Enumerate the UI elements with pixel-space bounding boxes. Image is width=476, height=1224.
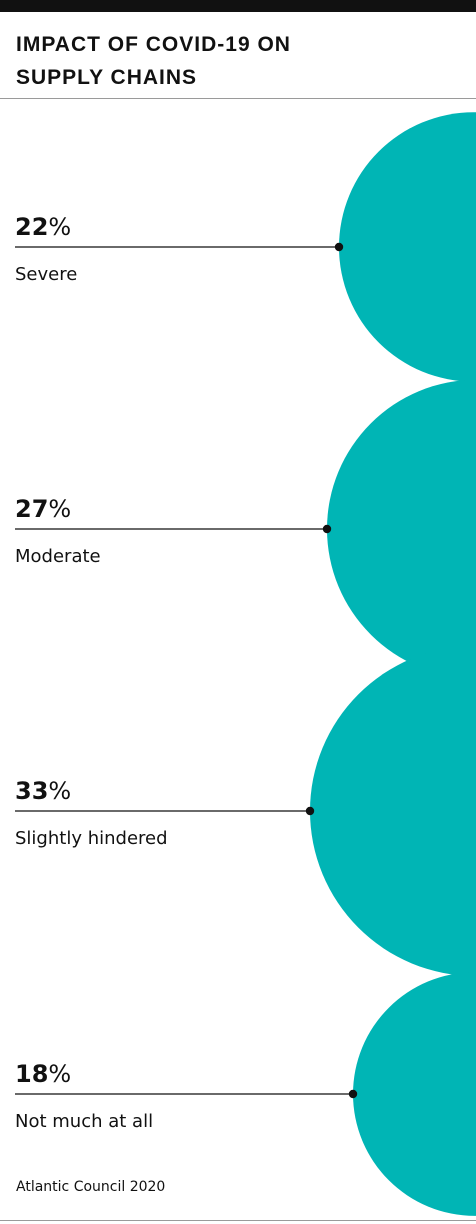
value-number: 33 [15, 777, 48, 805]
value-number: 18 [15, 1060, 48, 1088]
value-label: 22% [15, 213, 71, 241]
category-label: Slightly hindered [15, 828, 168, 849]
category-label: Severe [15, 264, 77, 285]
value-label: 33% [15, 777, 71, 805]
bubble-layer [310, 112, 476, 1216]
bubble-slightly-hindered [310, 646, 476, 976]
chart-title: IMPACT OF COVID-19 ON SUPPLY CHAINS [16, 28, 291, 94]
value-unit: % [48, 777, 71, 805]
category-label: Not much at all [15, 1111, 153, 1132]
value-label: 27% [15, 495, 71, 523]
chart-title-line1: IMPACT OF COVID-19 ON [16, 33, 291, 56]
category-label: Moderate [15, 546, 101, 567]
value-unit: % [48, 213, 71, 241]
value-unit: % [48, 1060, 71, 1088]
value-label: 18% [15, 1060, 71, 1088]
leader-dot [334, 242, 344, 252]
bottom-rule [0, 1220, 476, 1221]
source-note: Atlantic Council 2020 [16, 1179, 166, 1195]
bubble-severe [339, 112, 476, 382]
leader-dot [348, 1089, 358, 1099]
top-rule [0, 0, 476, 12]
title-rule [0, 98, 476, 99]
leader-dot [322, 524, 332, 534]
chart-title-line2: SUPPLY CHAINS [16, 66, 198, 89]
leader-dot [305, 806, 315, 816]
value-number: 27 [15, 495, 48, 523]
value-number: 22 [15, 213, 48, 241]
bubble-moderate [327, 379, 476, 679]
label-layer: 22% Severe 27% Moderate 33% Slightly hindered… [15, 213, 358, 1132]
bubble-not-much-at-all [353, 972, 476, 1216]
value-unit: % [48, 495, 71, 523]
